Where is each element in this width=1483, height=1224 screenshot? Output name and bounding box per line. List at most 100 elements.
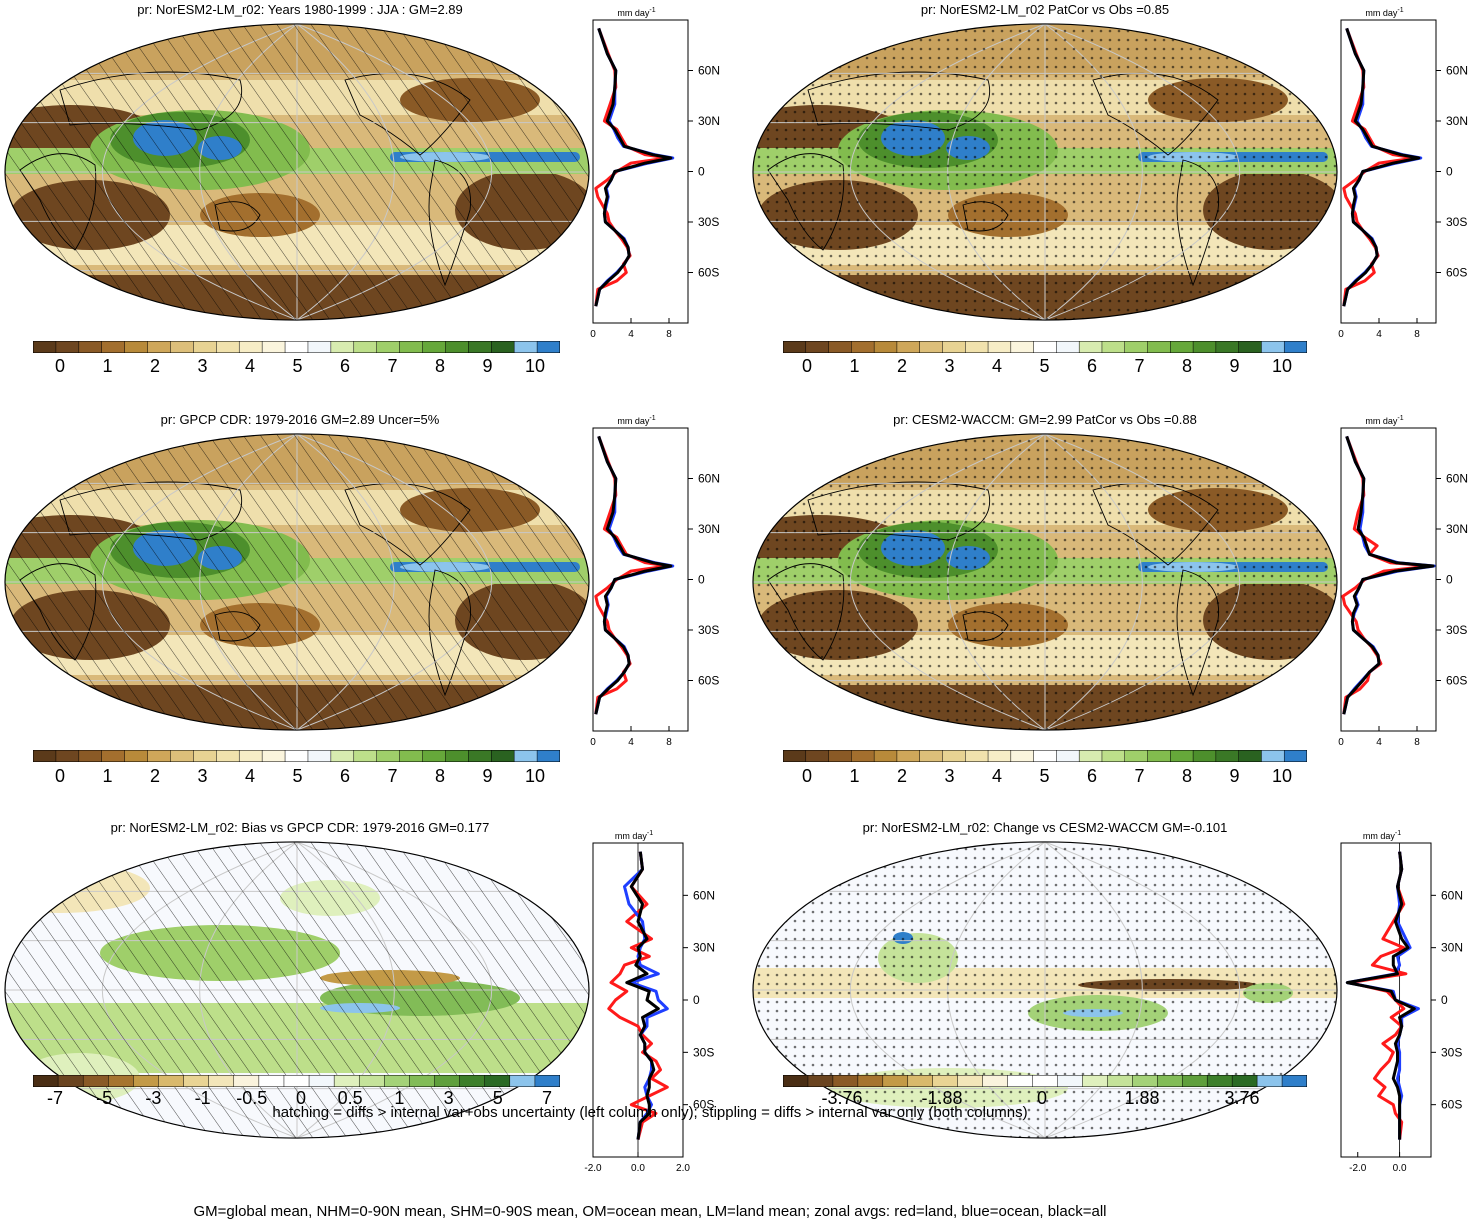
colorbar-swatch (1132, 1075, 1158, 1087)
colorbar-abs-p4-label: 8 (1181, 766, 1193, 786)
colorbar-abs-p2-label: 5 (1039, 356, 1050, 376)
colorbar-abs-p1-label: 0 (54, 356, 66, 376)
colorbar-change-p6-label: 3.76 (1224, 1088, 1260, 1108)
colorbar-swatch (353, 750, 378, 762)
colorbar-abs-p1-label: 4 (244, 356, 256, 376)
colorbar-swatch (238, 750, 263, 762)
colorbar-swatch (1032, 1075, 1059, 1087)
zonal-unit-label: mm day-1 (617, 7, 655, 18)
colorbar-abs-p3-label: 10 (524, 766, 546, 786)
zonal-lat-label: 0 (1441, 993, 1448, 1007)
colorbar-swatch (1192, 341, 1217, 353)
zonal-plot-p4: mm day-1 60N 30N 0 30S 60S 0 4 8 (1338, 415, 1468, 748)
colorbar-p6 (783, 1075, 1307, 1087)
panel-title-p1: pr: NorESM2-LM_r02: Years 1980-1999 : JJ… (137, 2, 463, 17)
colorbar-p5 (33, 1075, 560, 1087)
colorbar-swatch (193, 750, 217, 762)
colorbar-swatch (1010, 750, 1035, 762)
colorbar-swatch (409, 1075, 436, 1087)
colorbar-swatch (534, 1075, 560, 1087)
colorbar-swatch (82, 1075, 109, 1087)
zonal-x-tick: 4 (628, 737, 634, 748)
colorbar-swatch (468, 341, 492, 353)
colorbar-swatch (832, 1075, 859, 1087)
colorbar-swatch (513, 750, 538, 762)
colorbar-swatch (283, 1075, 310, 1087)
colorbar-abs-p1-label: 5 (292, 356, 303, 376)
zonal-line-land (607, 851, 669, 1140)
colorbar-abs-p4-label: 4 (991, 766, 1003, 786)
colorbar-swatch (233, 1075, 260, 1087)
colorbar-swatch (170, 750, 194, 762)
colorbar-abs-p1-label: 10 (524, 356, 546, 376)
colorbar-swatch (1215, 341, 1240, 353)
colorbar-swatch (1283, 341, 1307, 353)
colorbar-bias-p5-label: -5 (96, 1088, 113, 1108)
colorbar-swatch (896, 750, 921, 762)
colorbar-abs-p2-label: 7 (1134, 356, 1145, 376)
colorbar-swatch (284, 341, 309, 353)
panel-title-p3: pr: GPCP CDR: 1979-2016 GM=2.89 Uncer=5% (160, 412, 440, 427)
colorbar-swatch (399, 750, 424, 762)
colorbar-abs-p3-label: 4 (244, 766, 256, 786)
zonal-plot-p1: mm day-1 60N 30N 0 30S 60S 0 4 8 (590, 7, 720, 340)
colorbar-bias-p5-label: -3 (145, 1088, 162, 1108)
zonal-x-tick: 0.0 (1393, 1163, 1407, 1174)
colorbar-swatch (987, 341, 1012, 353)
colorbar-abs-p4-label: 0 (801, 766, 813, 786)
colorbar-swatch (1124, 750, 1149, 762)
colorbar-swatch (1238, 750, 1262, 762)
colorbar-bias-p5-label: -0.5 (236, 1088, 268, 1108)
colorbar-abs-p2-label: 3 (944, 356, 955, 376)
colorbar-swatch (78, 341, 103, 353)
zonal-lat-label: 30N (698, 522, 720, 536)
zonal-lat-label: 0 (693, 993, 700, 1007)
zonal-lat-label: 0 (1446, 165, 1453, 179)
zonal-lat-label: 0 (698, 165, 705, 179)
colorbar-abs-p2-label: 4 (991, 356, 1003, 376)
zonal-unit-label: mm day-1 (615, 830, 653, 841)
colorbar-swatch (1256, 1075, 1283, 1087)
zonal-line-all (1345, 851, 1416, 1140)
zonal-line-all (594, 435, 673, 715)
zonal-line-all (625, 851, 660, 1140)
zonal-line-land (1347, 851, 1408, 1140)
zonal-line-all (1342, 27, 1421, 307)
colorbar-swatch (1181, 1075, 1208, 1087)
colorbar-change-p6-label: 0 (1036, 1088, 1048, 1108)
colorbar-abs-p1-label: 7 (387, 356, 398, 376)
colorbar-p1 (33, 341, 560, 353)
colorbar-swatch (170, 341, 194, 353)
colorbar-bias-p5-label: 1 (394, 1088, 405, 1108)
colorbar-swatch (147, 750, 172, 762)
colorbar-swatch (422, 750, 446, 762)
colorbar-swatch (384, 1075, 410, 1087)
zonal-lat-label: 30N (693, 941, 715, 955)
panel-title-p4: pr: CESM2-WACCM: GM=2.99 PatCor vs Obs =… (893, 412, 1197, 427)
colorbar-swatch (851, 750, 875, 762)
colorbar-swatch (330, 750, 355, 762)
colorbar-abs-p3-label: 7 (387, 766, 398, 786)
colorbar-swatch (445, 750, 469, 762)
zonal-plot-p6: mm day-1 60N 30N 0 30S 60S -2.0 0.0 (1340, 830, 1463, 1174)
colorbar-swatch (783, 1075, 809, 1087)
zonal-lat-label: 60N (1441, 888, 1463, 902)
caption-line-1: hatching = diffs > internal var+obs unce… (272, 1104, 1028, 1121)
colorbar-abs-p4-label: 6 (1086, 766, 1098, 786)
zonal-x-tick: -2.0 (1349, 1163, 1367, 1174)
map-panel-p1 (4, 23, 590, 321)
colorbar-swatch (208, 1075, 235, 1087)
zonal-x-tick: 4 (1376, 329, 1382, 340)
zonal-x-tick: 4 (1376, 737, 1382, 748)
colorbar-swatch (358, 1075, 385, 1087)
colorbar-swatch (284, 750, 309, 762)
colorbar-swatch (193, 341, 217, 353)
zonal-lat-label: 60S (693, 1098, 714, 1112)
colorbar-abs-p3-label: 6 (339, 766, 351, 786)
zonal-lat-label: 30S (698, 215, 719, 229)
colorbar-abs-p3-label: 3 (197, 766, 208, 786)
colorbar-swatch (307, 341, 332, 353)
caption-line-2: GM=global mean, NHM=0-90N mean, SHM=0-90… (193, 1203, 1107, 1220)
colorbar-swatch (261, 750, 286, 762)
colorbar-p2 (783, 341, 1307, 353)
